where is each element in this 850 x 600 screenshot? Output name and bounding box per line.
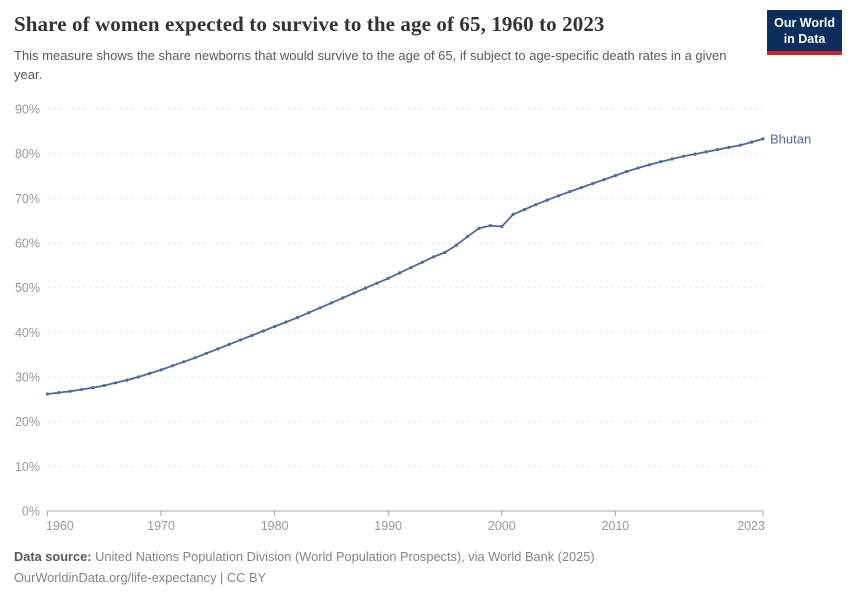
data-point-marker[interactable] (522, 207, 527, 212)
data-point-marker[interactable] (704, 150, 708, 154)
data-point-marker[interactable] (295, 316, 299, 320)
y-tick-label: 90% (15, 103, 40, 117)
data-point-marker[interactable] (420, 260, 424, 264)
data-point-marker[interactable] (307, 311, 311, 315)
data-point-marker[interactable] (318, 306, 322, 310)
y-tick-label: 0% (22, 505, 40, 519)
data-source-text: United Nations Population Division (Worl… (95, 549, 595, 564)
data-point-marker[interactable] (386, 276, 390, 280)
data-source-label: Data source: (14, 549, 92, 564)
data-point-marker[interactable] (750, 140, 754, 144)
data-point-marker[interactable] (545, 198, 549, 202)
owid-logo-line1: Our World (774, 16, 835, 30)
data-point-marker[interactable] (625, 169, 629, 174)
data-point-marker[interactable] (363, 286, 368, 290)
data-point-marker[interactable] (398, 271, 402, 275)
data-point-marker[interactable] (273, 324, 277, 329)
data-point-marker[interactable] (636, 166, 640, 170)
data-point-marker[interactable] (239, 338, 243, 342)
bhutan-series-line[interactable] (46, 138, 764, 395)
data-point-marker[interactable] (375, 281, 379, 285)
data-point-marker[interactable] (557, 194, 561, 198)
data-point-marker[interactable] (45, 392, 50, 396)
data-point-marker[interactable] (409, 266, 413, 270)
data-point-marker[interactable] (204, 351, 209, 355)
data-point-marker[interactable] (261, 329, 265, 333)
data-point-marker[interactable] (477, 226, 481, 230)
data-point-marker[interactable] (647, 163, 652, 167)
data-point-marker[interactable] (534, 203, 538, 207)
data-point-marker[interactable] (488, 224, 492, 228)
y-tick-label: 50% (15, 281, 40, 295)
data-point-marker[interactable] (193, 356, 197, 360)
y-tick-label: 60% (15, 237, 40, 251)
data-point-marker[interactable] (500, 224, 504, 229)
data-point-marker[interactable] (432, 255, 436, 259)
entity-label-bhutan[interactable]: Bhutan (770, 131, 811, 146)
x-tick-label: 2010 (601, 519, 629, 533)
data-point-marker[interactable] (159, 368, 163, 372)
data-point-marker[interactable] (716, 148, 720, 152)
y-tick-label: 10% (15, 460, 40, 474)
data-point-marker[interactable] (114, 381, 118, 385)
x-tick-label: 1970 (147, 519, 175, 533)
data-point-marker[interactable] (341, 296, 345, 300)
data-point-marker[interactable] (613, 174, 618, 178)
x-tick-label: 1990 (374, 519, 402, 533)
data-point-marker[interactable] (579, 186, 583, 190)
data-point-marker[interactable] (659, 160, 663, 164)
y-tick-label: 70% (15, 192, 40, 206)
data-point-marker[interactable] (591, 182, 595, 186)
data-point-marker[interactable] (761, 137, 765, 141)
data-point-marker[interactable] (568, 190, 572, 194)
y-tick-label: 40% (15, 326, 40, 340)
x-tick-label: 2000 (488, 519, 516, 533)
y-tick-label: 80% (15, 147, 40, 161)
owid-logo[interactable]: Our World in Data (767, 10, 842, 55)
data-point-marker[interactable] (693, 152, 697, 156)
chart-title: Share of women expected to survive to th… (14, 12, 605, 36)
data-point-marker[interactable] (443, 250, 447, 254)
data-source-line: Data source: United Nations Population D… (14, 547, 595, 568)
data-point-marker[interactable] (466, 234, 470, 238)
data-point-marker[interactable] (136, 375, 140, 379)
data-point-marker[interactable] (454, 243, 458, 247)
license-line[interactable]: OurWorldinData.org/life-expectancy | CC … (14, 569, 267, 585)
data-point-marker[interactable] (250, 333, 254, 338)
data-point-marker[interactable] (681, 154, 686, 158)
data-point-marker[interactable] (216, 347, 220, 351)
data-point-marker[interactable] (329, 301, 333, 305)
data-point-marker[interactable] (170, 364, 174, 368)
data-point-marker[interactable] (227, 342, 231, 346)
y-tick-label: 20% (15, 415, 40, 429)
data-point-marker[interactable] (182, 360, 186, 364)
x-tick-label: 1960 (46, 519, 74, 533)
chart-header: Share of women expected to survive to th… (14, 12, 836, 84)
owid-logo-line2: in Data (783, 32, 826, 46)
data-point-marker[interactable] (352, 291, 356, 295)
data-point-marker[interactable] (102, 383, 106, 388)
x-tick-label: 1980 (261, 519, 289, 533)
data-point-marker[interactable] (284, 320, 288, 324)
data-point-marker[interactable] (602, 178, 606, 182)
data-point-marker[interactable] (727, 145, 731, 149)
data-point-marker[interactable] (511, 212, 515, 216)
data-point-marker[interactable] (57, 391, 61, 395)
chart-subtitle: This measure shows the share newborns th… (14, 48, 727, 83)
x-tick-label: 2023 (737, 519, 765, 533)
data-point-marker[interactable] (91, 386, 95, 390)
data-point-marker[interactable] (125, 378, 129, 382)
data-point-marker[interactable] (68, 389, 72, 393)
data-point-marker[interactable] (738, 143, 742, 147)
data-point-marker[interactable] (80, 387, 84, 392)
data-point-marker[interactable] (670, 157, 674, 161)
chart-footer: Data source: United Nations Population D… (14, 547, 595, 588)
data-point-marker[interactable] (148, 371, 152, 375)
y-tick-label: 30% (15, 371, 40, 385)
